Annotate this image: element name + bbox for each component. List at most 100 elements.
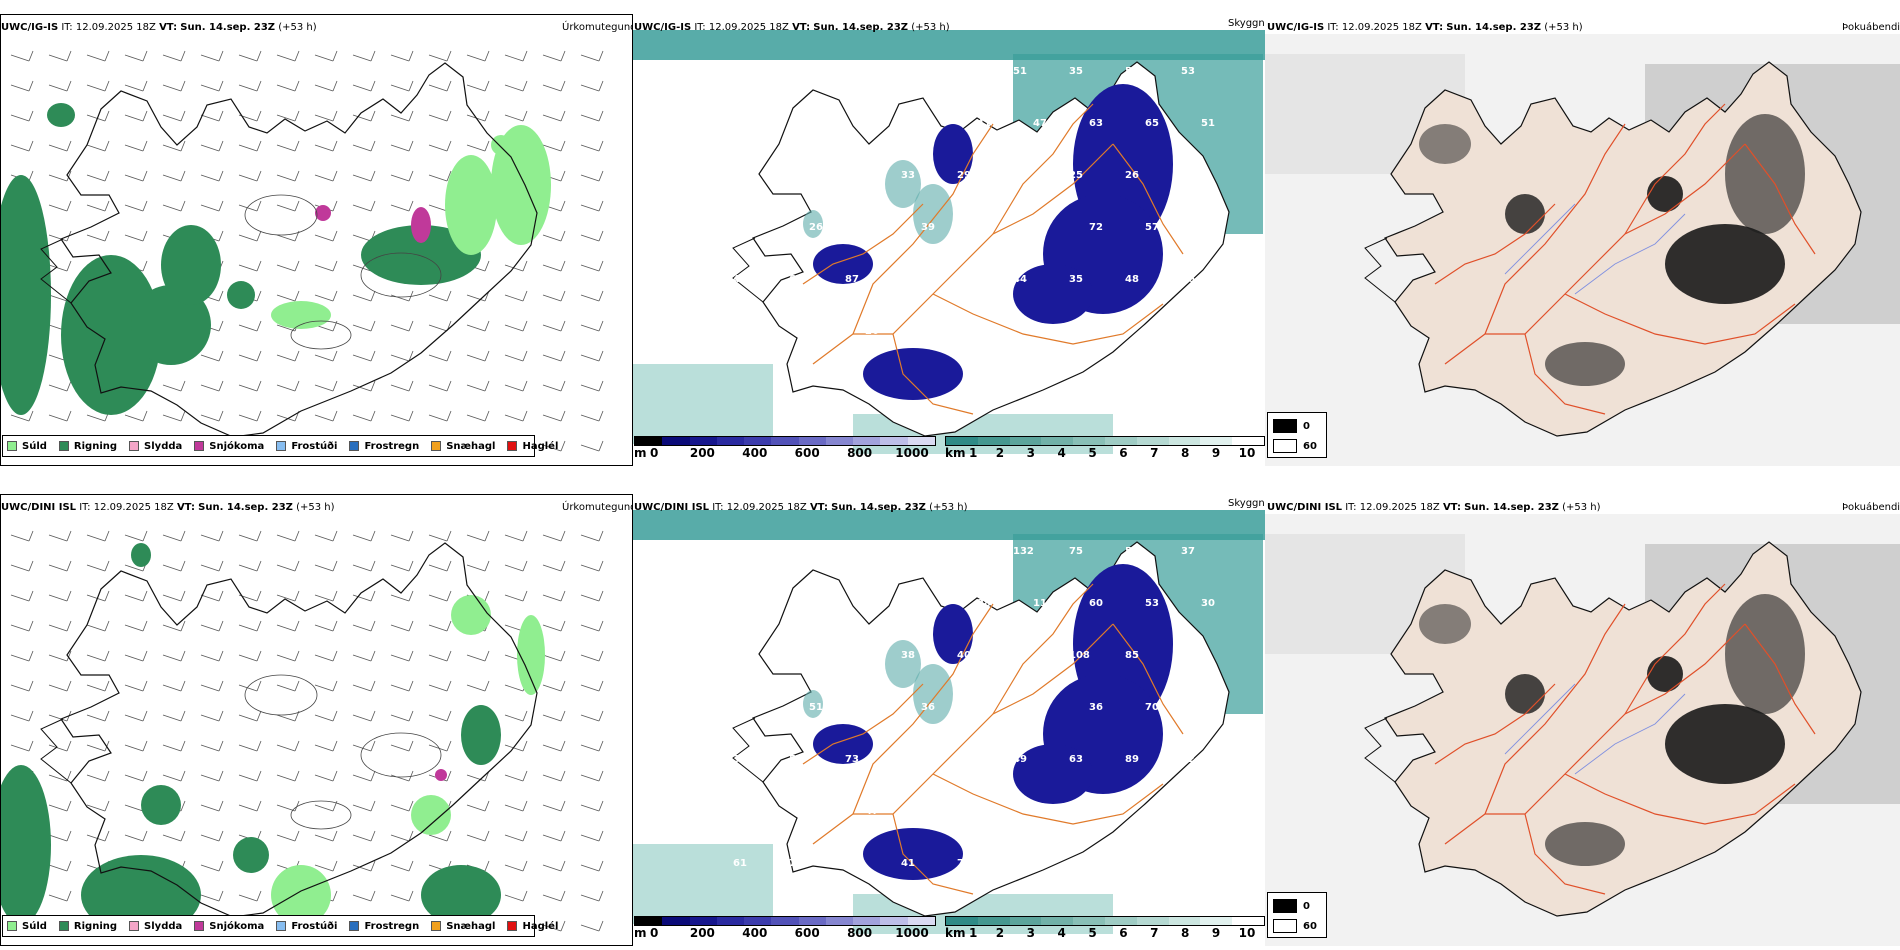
panel-title-visibility-top: Skyggni bbox=[1228, 18, 1268, 29]
legend-label: Slydda bbox=[144, 440, 183, 452]
legend-swatch bbox=[58, 921, 69, 931]
legend-label: Snjókoma bbox=[209, 920, 265, 932]
legend-swatch bbox=[276, 441, 287, 451]
visibility-map-top: 129 109 79 81 55 51 35 54 53 42 28 33 32 41 47 63 65 51 30… bbox=[633, 30, 1265, 454]
visibility-colorbar-bottom bbox=[945, 916, 1265, 926]
legend-swatch bbox=[349, 921, 360, 931]
colorbar-segment bbox=[716, 917, 745, 925]
colorbar-segment bbox=[689, 917, 717, 925]
fog-map-top bbox=[1265, 34, 1900, 466]
ceiling-label: 81 bbox=[901, 66, 915, 77]
colorbar-tick: 10 bbox=[1238, 926, 1256, 940]
ceiling-label: 24 bbox=[1181, 170, 1195, 181]
ceiling-label: 40 bbox=[845, 650, 859, 661]
ceiling-label: 104 bbox=[733, 650, 754, 661]
ceiling-label: 50 bbox=[753, 326, 767, 337]
ceiling-label: 43 bbox=[753, 598, 767, 609]
legend-label: Súld bbox=[22, 440, 47, 452]
colorbar-tick: 1000 bbox=[895, 926, 929, 940]
ceiling-label: 30 bbox=[865, 598, 879, 609]
legend-label: Frostregn bbox=[364, 920, 420, 932]
road-network bbox=[1434, 103, 1816, 415]
legend-swatch bbox=[349, 441, 360, 451]
precip-legend-bottom: Súld Rigning Slydda Snjókoma Frostúði Frostre… bbox=[2, 915, 558, 937]
legend-item: Snæhagl bbox=[431, 921, 495, 932]
colorbar-tick: 4 bbox=[1057, 446, 1066, 460]
legend-label: Snæhagl bbox=[446, 440, 496, 452]
ceiling-label: 30 bbox=[1201, 598, 1215, 609]
ceiling-label: 54 bbox=[1125, 66, 1139, 77]
colorbar-tick: 9 bbox=[1211, 446, 1221, 460]
colorbar-segment bbox=[853, 917, 881, 925]
colorbar-segment bbox=[946, 917, 978, 925]
ceiling-label: 43 bbox=[921, 598, 935, 609]
ceiling-label: 51 bbox=[921, 806, 935, 817]
ceiling-label: 41 bbox=[901, 858, 915, 869]
colorbar-segment bbox=[1009, 917, 1042, 925]
panel-header-visibility-bottom: UWC/DINI ISL IT: 12.09.2025 18Z VT: Sun.… bbox=[634, 502, 968, 513]
ceiling-label: 28 bbox=[809, 118, 823, 129]
colorbar-tick: 200 bbox=[689, 926, 715, 940]
legend-label: Haglél bbox=[522, 440, 559, 452]
ceiling-label: 132 bbox=[957, 546, 978, 557]
colorbar-segment bbox=[1168, 437, 1201, 445]
ceiling-label: 53 bbox=[1145, 598, 1159, 609]
snow-areas bbox=[435, 769, 447, 781]
ceiling-label: 47 bbox=[1089, 806, 1103, 817]
colorbar-unit: km bbox=[945, 926, 966, 940]
ceiling-label: 51 bbox=[1013, 66, 1027, 77]
ceiling-label: 66 bbox=[789, 274, 803, 285]
colorbar-tick: 600 bbox=[794, 926, 820, 940]
river-network bbox=[1504, 203, 1686, 295]
panel-header-fog-bottom: UWC/DINI ISL IT: 12.09.2025 18Z VT: Sun.… bbox=[1267, 502, 1601, 513]
ceiling-label: 38 bbox=[901, 650, 915, 661]
colorbar-tick: 1 bbox=[969, 446, 978, 460]
ceiling-label: 37 bbox=[1181, 546, 1195, 557]
colorbar-unit: km bbox=[945, 446, 966, 460]
ceiling-label: 74 bbox=[977, 222, 991, 233]
legend-item: Frostregn bbox=[349, 441, 419, 452]
legend-swatch bbox=[507, 921, 518, 931]
ceiling-label: 66 bbox=[809, 806, 823, 817]
ceiling-label: 49 bbox=[753, 806, 767, 817]
ceiling-label: 140 bbox=[733, 546, 754, 557]
legend-swatch bbox=[194, 441, 205, 451]
ceiling-label: 35 bbox=[1145, 326, 1159, 337]
panel-header-fog-top: UWC/IG-IS IT: 12.09.2025 18Z VT: Sun. 14… bbox=[1267, 22, 1583, 33]
ceiling-label: 109 bbox=[1033, 326, 1054, 337]
ceiling-label: 44 bbox=[1201, 806, 1215, 817]
ceiling-label: 33 bbox=[1013, 650, 1027, 661]
ceiling-label: 36 bbox=[921, 702, 935, 713]
colorbar-tick: 2 bbox=[995, 446, 1005, 460]
ceiling-label: 108 bbox=[1069, 650, 1090, 661]
colorbar-unit: m bbox=[634, 926, 647, 940]
ceiling-colorbar-top bbox=[634, 436, 936, 446]
colorbar-unit: m bbox=[634, 446, 647, 460]
ceiling-label: 58 bbox=[957, 754, 971, 765]
panel-header-visibility-top: UWC/IG-IS IT: 12.09.2025 18Z VT: Sun. 14… bbox=[634, 22, 950, 33]
ceiling-label: 65 bbox=[1145, 118, 1159, 129]
ceiling-label: 35 bbox=[1069, 66, 1083, 77]
legend-item: Snjókoma bbox=[194, 441, 264, 452]
colorbar-tick: 0 bbox=[650, 446, 659, 460]
colorbar-segment bbox=[1168, 917, 1201, 925]
river-network bbox=[1504, 683, 1686, 775]
panel-header-precip-bottom: UWC/DINI ISL IT: 12.09.2025 18Z VT: Sun.… bbox=[1, 502, 335, 513]
ceiling-label: 45 bbox=[733, 274, 747, 285]
ceiling-label: 87 bbox=[845, 274, 859, 285]
terrain-contours bbox=[244, 194, 442, 350]
ceiling-label: 33 bbox=[845, 546, 859, 557]
legend-item: Slydda bbox=[129, 441, 182, 452]
legend-item: Snæhagl bbox=[431, 441, 495, 452]
colorbar-segment bbox=[1073, 437, 1105, 445]
colorbar-segment bbox=[1041, 917, 1074, 925]
ceiling-label: 129 bbox=[733, 66, 754, 77]
visibility-colorbar-ticks-top: km 1 2 3 4 5 6 7 8 9 10 bbox=[945, 446, 1265, 462]
ceiling-label: 71 bbox=[977, 806, 991, 817]
ceiling-label: 39 bbox=[921, 222, 935, 233]
ceiling-label: 29 bbox=[1145, 806, 1159, 817]
ceiling-label: 34 bbox=[845, 858, 859, 869]
colorbar-segment bbox=[1104, 917, 1137, 925]
colorbar-segment bbox=[1200, 437, 1233, 445]
colorbar-segment bbox=[946, 437, 978, 445]
